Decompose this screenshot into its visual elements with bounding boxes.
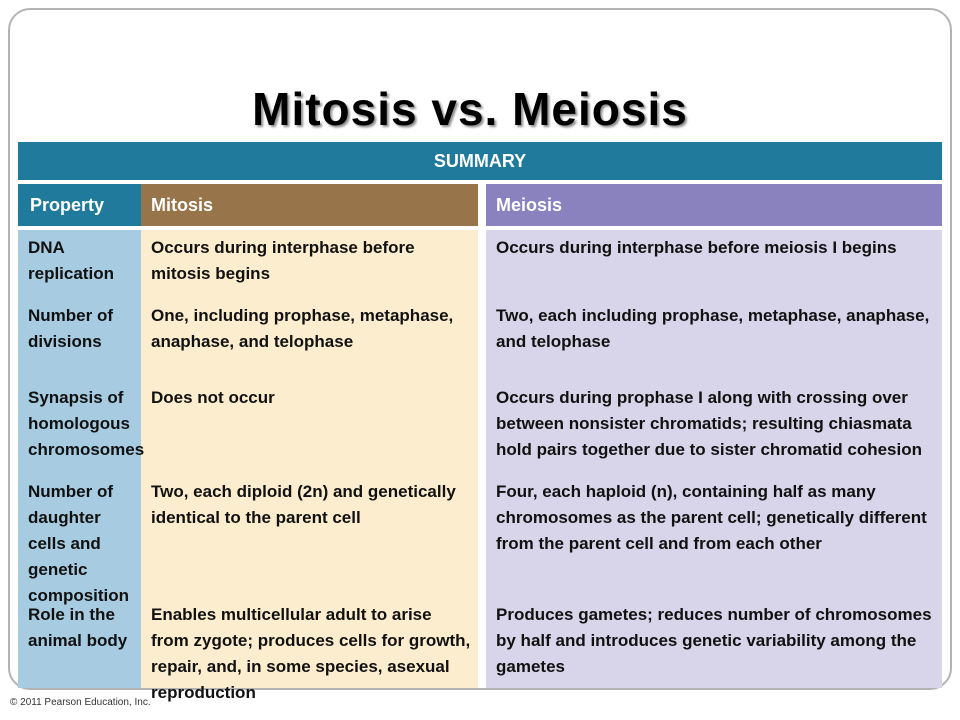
header-property: Property bbox=[18, 184, 141, 226]
row-4-property: Number of daughter cells and genetic com… bbox=[28, 482, 130, 605]
meiosis-column bbox=[486, 230, 942, 688]
row-3-property: Synapsis of homologous chromosomes bbox=[28, 388, 145, 459]
row-1-mitosis: Occurs during interphase before mitosis … bbox=[151, 238, 415, 283]
slide-title: Mitosis vs. Meiosis bbox=[252, 83, 688, 135]
summary-bar: SUMMARY bbox=[18, 142, 942, 180]
row-1-property: DNA replication bbox=[28, 238, 114, 283]
copyright-notice: © 2011 Pearson Education, Inc. bbox=[10, 697, 151, 708]
row-2-mitosis: One, including prophase, metaphase, anap… bbox=[151, 306, 454, 351]
row-2-meiosis: Two, each including prophase, metaphase,… bbox=[496, 306, 930, 351]
mitosis-column bbox=[141, 230, 478, 688]
header-meiosis-label: Meiosis bbox=[496, 194, 563, 215]
header-property-label: Property bbox=[30, 194, 105, 215]
header-mitosis-label: Mitosis bbox=[151, 194, 214, 215]
row-3-mitosis: Does not occur bbox=[151, 388, 275, 407]
row-3-meiosis: Occurs during prophase I along with cros… bbox=[496, 388, 923, 459]
row-5-meiosis: Produces gametes; reduces number of chro… bbox=[496, 605, 932, 676]
row-5-mitosis: Enables multicellular adult to arise fro… bbox=[151, 605, 471, 702]
summary-label: SUMMARY bbox=[433, 150, 527, 171]
row-1-meiosis: Occurs during interphase before meiosis … bbox=[496, 238, 897, 257]
header-mitosis: Mitosis bbox=[141, 184, 478, 226]
row-4-mitosis: Two, each diploid (2n) and genetically i… bbox=[151, 482, 456, 527]
row-2-property: Number of divisions bbox=[28, 306, 113, 351]
header-meiosis: Meiosis bbox=[486, 184, 942, 226]
row-4-meiosis: Four, each haploid (n), containing half … bbox=[496, 482, 927, 553]
row-5-property: Role in the animal body bbox=[28, 605, 128, 650]
property-column bbox=[18, 230, 141, 688]
